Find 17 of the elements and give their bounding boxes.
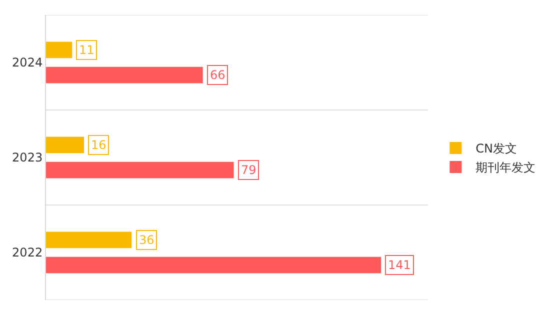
bar [46, 136, 84, 154]
data-label: 79 [241, 163, 256, 177]
data-label: 36 [139, 233, 154, 247]
data-label: 66 [210, 68, 226, 82]
data-label: 141 [388, 258, 411, 272]
y-tick-label: 2022 [12, 246, 43, 260]
bar [46, 256, 382, 274]
legend-label: CN发文 [476, 142, 517, 156]
legend-label: 期刊年发文 [476, 160, 536, 175]
bar [46, 66, 203, 84]
data-label: 16 [91, 138, 106, 152]
data-label: 11 [79, 43, 94, 57]
y-tick-label: 2023 [12, 150, 43, 165]
bar [46, 232, 132, 248]
y-tick-label: 2024 [12, 56, 43, 70]
bar [46, 162, 234, 178]
bar [46, 42, 72, 58]
